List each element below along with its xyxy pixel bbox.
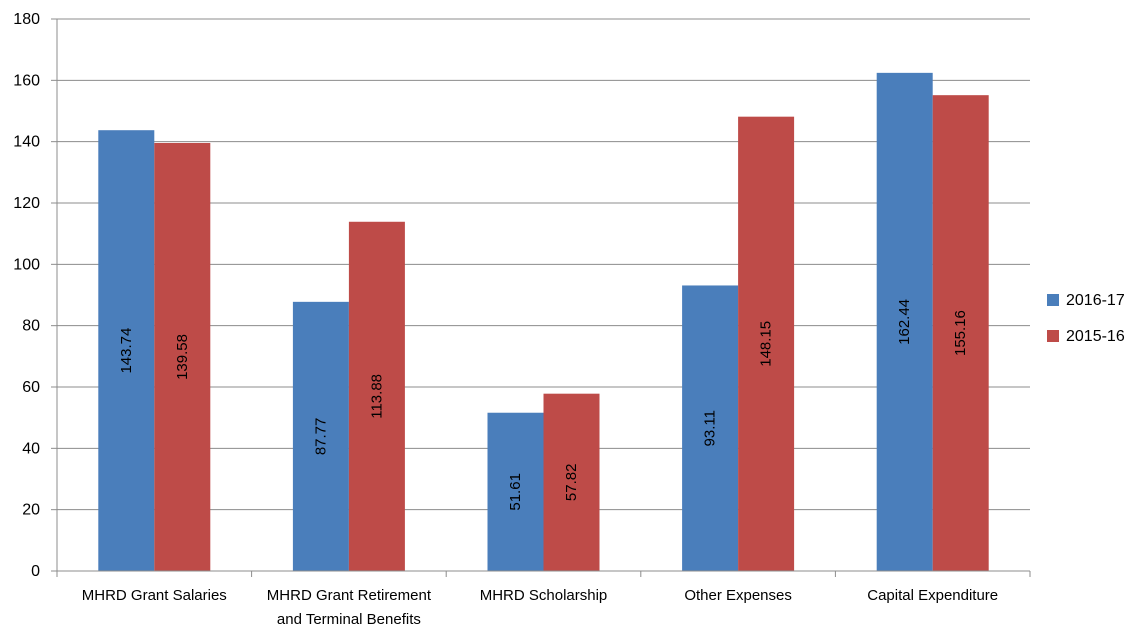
category-label: MHRD Grant Retirement — [267, 587, 432, 604]
data-label: 143.74 — [118, 328, 135, 374]
legend-label: 2015-16 — [1066, 328, 1125, 345]
legend-swatch — [1047, 294, 1059, 306]
y-tick-label: 100 — [13, 256, 40, 273]
bar — [543, 393, 600, 571]
bar — [682, 285, 739, 571]
data-labels: 143.74 139.58 87.77 113.88 51.61 57.82 93.11 14… — [118, 299, 969, 511]
x-axis — [56, 570, 1031, 577]
category-label: MHRD Grant Salaries — [82, 587, 227, 604]
bar — [487, 412, 544, 571]
y-tick-label: 20 — [22, 502, 40, 519]
data-label: 87.77 — [312, 418, 329, 456]
bar — [154, 142, 211, 572]
category-label: MHRD Scholarship — [480, 587, 608, 604]
bar — [98, 130, 155, 571]
bar — [292, 301, 349, 571]
category-label: Capital Expenditure — [867, 587, 998, 604]
y-tick-label: 0 — [31, 563, 40, 580]
category-labels: MHRD Grant Salaries MHRD Grant Retirement… — [82, 587, 998, 625]
data-label: 155.16 — [952, 310, 969, 356]
legend-label: 2016-17 — [1066, 292, 1125, 309]
y-tick-label: 60 — [22, 379, 40, 396]
bars — [98, 72, 989, 572]
gridlines — [57, 18, 1030, 511]
y-axis-ticks: 0 20 40 60 80 100 120 140 160 180 — [13, 11, 58, 580]
bar — [876, 72, 933, 571]
y-tick-label: 40 — [22, 440, 40, 457]
y-tick-label: 140 — [13, 134, 40, 151]
legend: 2016-17 2015-16 — [1047, 292, 1125, 345]
y-tick-label: 180 — [13, 11, 40, 28]
y-tick-label: 80 — [22, 318, 40, 335]
y-tick-label: 160 — [13, 72, 40, 89]
data-label: 51.61 — [507, 473, 524, 511]
data-label: 162.44 — [896, 299, 913, 345]
data-label: 93.11 — [702, 410, 719, 446]
data-label: 113.88 — [368, 374, 385, 419]
data-label: 148.15 — [758, 321, 775, 367]
category-label: Other Expenses — [684, 587, 792, 604]
bar — [738, 116, 795, 571]
data-label: 139.58 — [174, 334, 191, 380]
y-tick-label: 120 — [13, 195, 40, 212]
category-label: and Terminal Benefits — [277, 611, 421, 625]
legend-swatch — [1047, 330, 1059, 342]
bar — [932, 95, 989, 572]
data-label: 57.82 — [563, 464, 580, 502]
bar — [348, 221, 405, 571]
